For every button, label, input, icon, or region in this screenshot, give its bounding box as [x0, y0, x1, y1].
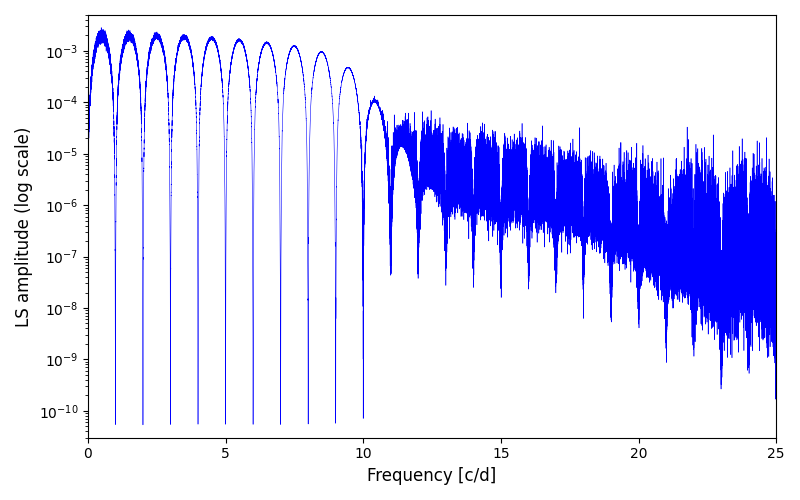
Y-axis label: LS amplitude (log scale): LS amplitude (log scale)	[15, 126, 33, 326]
X-axis label: Frequency [c/d]: Frequency [c/d]	[367, 467, 497, 485]
